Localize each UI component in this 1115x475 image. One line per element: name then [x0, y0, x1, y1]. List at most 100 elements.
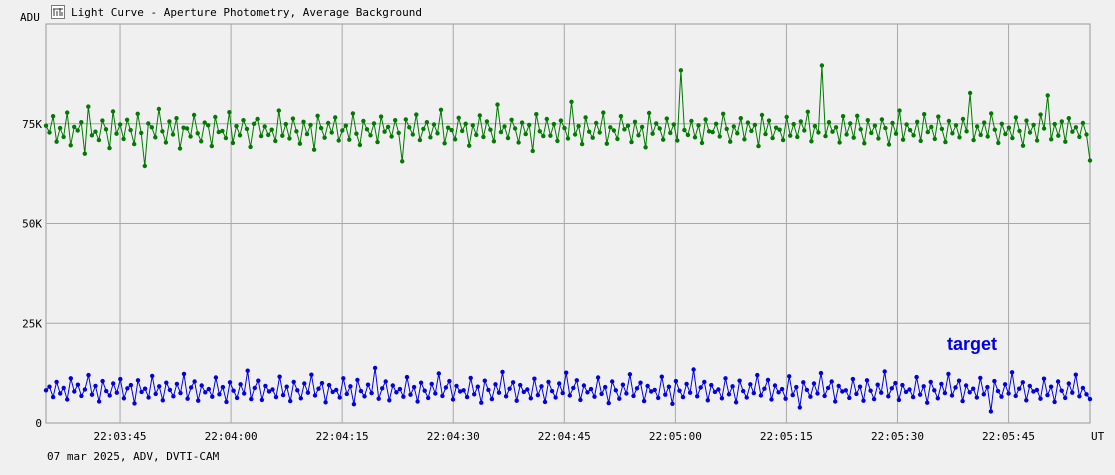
data-point [578, 397, 583, 403]
data-point [319, 380, 325, 386]
data-point [266, 132, 271, 138]
data-point [893, 131, 899, 136]
data-point [936, 114, 941, 119]
data-point [788, 133, 793, 138]
data-point [854, 391, 859, 397]
data-point [950, 131, 955, 136]
data-point [500, 369, 505, 375]
data-point [139, 130, 144, 136]
data-point [731, 124, 736, 129]
data-point [549, 388, 555, 394]
data-point [932, 136, 937, 142]
data-point [295, 388, 300, 393]
data-point [433, 391, 438, 396]
data-point [1031, 122, 1036, 128]
data-point [467, 143, 472, 148]
data-point [541, 133, 546, 139]
light-curve-app-icon[interactable] [51, 5, 65, 19]
data-point [949, 393, 955, 398]
data-point [622, 127, 627, 132]
data-point [340, 128, 345, 133]
data-point [857, 384, 863, 389]
data-point [43, 388, 49, 393]
data-point [656, 395, 661, 401]
data-point [759, 112, 765, 118]
data-point [1045, 93, 1050, 98]
x-tick-label: 22:05:00 [649, 430, 702, 443]
data-point [411, 384, 417, 390]
data-point [797, 405, 802, 410]
data-point [608, 125, 613, 130]
data-point [960, 398, 965, 404]
data-point [756, 143, 761, 149]
data-point [475, 384, 480, 389]
data-point [815, 391, 820, 396]
data-point [493, 382, 498, 387]
data-point [565, 136, 571, 141]
data-point [415, 399, 420, 404]
data-point [449, 127, 454, 133]
data-point [812, 123, 818, 129]
data-point [967, 390, 972, 395]
data-point [1059, 119, 1065, 124]
data-point [843, 388, 848, 393]
data-point [47, 384, 52, 389]
data-point [992, 378, 997, 384]
data-point [82, 387, 88, 392]
data-point [82, 151, 88, 156]
data-point [237, 133, 243, 138]
data-point [121, 396, 127, 401]
data-point [252, 385, 257, 391]
data-point [89, 392, 95, 397]
data-point [376, 396, 381, 401]
data-point [199, 139, 204, 144]
data-point [572, 132, 578, 137]
x-tick-label: 22:04:30 [427, 430, 480, 443]
data-point [256, 378, 261, 383]
data-point [135, 378, 141, 383]
data-point [65, 397, 70, 402]
data-point [206, 123, 211, 128]
data-point [613, 388, 618, 393]
data-point [518, 382, 523, 388]
data-point [553, 395, 558, 400]
data-point [174, 381, 180, 387]
data-point [705, 398, 710, 403]
data-point [361, 118, 366, 124]
data-point [326, 382, 332, 388]
data-point [68, 376, 74, 381]
data-point [96, 137, 102, 143]
data-point [978, 375, 983, 381]
data-point [178, 390, 183, 396]
data-point [203, 390, 208, 395]
data-point [632, 119, 638, 125]
data-point [1052, 399, 1057, 405]
data-point [393, 118, 398, 123]
data-point [118, 376, 123, 382]
data-point [164, 380, 169, 385]
data-point [400, 159, 405, 164]
data-point [195, 131, 200, 136]
data-point [868, 388, 873, 393]
data-point [581, 383, 587, 388]
data-point [479, 400, 484, 405]
data-point [202, 120, 207, 125]
data-point [312, 393, 318, 398]
series-comparison-0 [43, 63, 1093, 169]
x-tick-label: 22:05:15 [760, 430, 813, 443]
data-point [241, 118, 246, 123]
data-point [730, 384, 735, 389]
data-point [960, 116, 966, 122]
data-point [615, 136, 620, 142]
data-point [551, 121, 557, 127]
data-point [696, 123, 701, 128]
data-point [57, 125, 63, 131]
data-point [710, 129, 715, 135]
data-point [297, 141, 303, 146]
data-point [783, 396, 788, 401]
data-point [365, 382, 371, 387]
data-point [917, 392, 923, 397]
data-point [160, 129, 165, 134]
data-point [798, 119, 803, 124]
